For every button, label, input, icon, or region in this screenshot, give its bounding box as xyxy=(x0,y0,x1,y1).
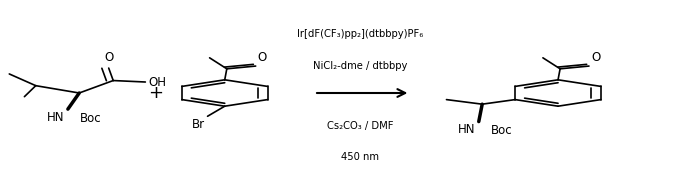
Text: Br: Br xyxy=(193,118,206,131)
Text: Cs₂CO₃ / DMF: Cs₂CO₃ / DMF xyxy=(327,121,393,131)
Text: HN: HN xyxy=(47,111,64,124)
Text: NiCl₂-dme / dtbbpy: NiCl₂-dme / dtbbpy xyxy=(313,60,407,70)
Text: Boc: Boc xyxy=(80,112,102,125)
Text: HN: HN xyxy=(458,124,475,136)
Text: +: + xyxy=(148,84,164,102)
Text: O: O xyxy=(104,51,113,63)
Text: O: O xyxy=(591,51,600,64)
Text: Boc: Boc xyxy=(491,124,513,137)
Text: O: O xyxy=(258,51,267,64)
Text: OH: OH xyxy=(149,76,167,89)
Text: Ir[dF(CF₃)pp₂](dtbbpy)PF₆: Ir[dF(CF₃)pp₂](dtbbpy)PF₆ xyxy=(297,29,423,39)
Text: 450 nm: 450 nm xyxy=(341,152,379,162)
